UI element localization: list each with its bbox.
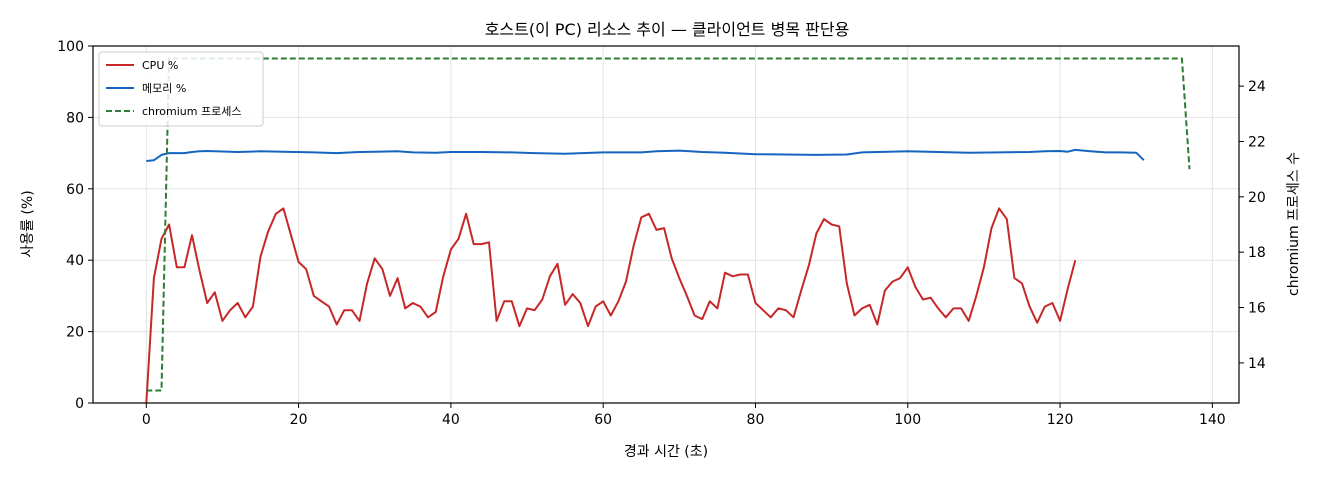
grid <box>93 45 1239 404</box>
y2-tick-label: 16 <box>1248 301 1266 317</box>
series-line-cpu <box>145 207 1077 404</box>
legend-label-cpu: CPU % <box>142 59 178 72</box>
y-tick-label: 80 <box>66 110 84 126</box>
y-tick-label: 20 <box>66 325 84 341</box>
series-line-chromium <box>146 57 1191 392</box>
y-tick-label: 100 <box>57 39 84 55</box>
series-layer <box>145 57 1191 404</box>
legend-label-chromium: chromium 프로세스 <box>142 105 241 118</box>
chart-title: 호스트(이 PC) 리소스 추이 — 클라이언트 병목 판단용 <box>485 20 850 39</box>
y2-tick-label: 22 <box>1248 134 1266 150</box>
y-tick-label: 60 <box>66 182 84 198</box>
x-tick-label: 40 <box>442 412 460 428</box>
y-tick-label: 40 <box>66 253 84 269</box>
x-tick-label: 0 <box>142 412 151 428</box>
x-tick-label: 100 <box>894 412 921 428</box>
plot-frame <box>92 45 1240 404</box>
x-tick-label: 140 <box>1199 412 1226 428</box>
x-tick-label: 60 <box>594 412 612 428</box>
x-tick-label: 80 <box>747 412 765 428</box>
x-axis-label: 경과 시간 (초) <box>624 444 708 460</box>
y2-tick-label: 24 <box>1248 79 1266 95</box>
legend: CPU % 메모리 % chromium 프로세스 <box>98 51 264 127</box>
x-axis: 0 20 40 60 80 100 120 140 <box>142 403 1226 428</box>
legend-box <box>98 51 264 127</box>
y-axis-right: 14 16 18 20 22 24 <box>1239 79 1266 372</box>
y-tick-label: 0 <box>75 396 84 412</box>
y2-tick-label: 20 <box>1248 190 1266 206</box>
x-tick-label: 120 <box>1047 412 1074 428</box>
y2-tick-label: 14 <box>1248 356 1266 372</box>
y-axis-left: 0 20 40 60 80 100 <box>57 39 93 412</box>
x-tick-label: 20 <box>290 412 308 428</box>
legend-label-memory: 메모리 % <box>142 82 186 95</box>
series-line-memory <box>146 148 1145 162</box>
y2-axis-label: chromium 프로세스 수 <box>1286 152 1302 296</box>
y2-tick-label: 18 <box>1248 245 1266 261</box>
y-axis-label: 사용률 (%) <box>20 190 36 257</box>
